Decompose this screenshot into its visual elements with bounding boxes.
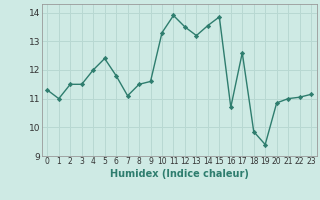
X-axis label: Humidex (Indice chaleur): Humidex (Indice chaleur) — [110, 169, 249, 179]
